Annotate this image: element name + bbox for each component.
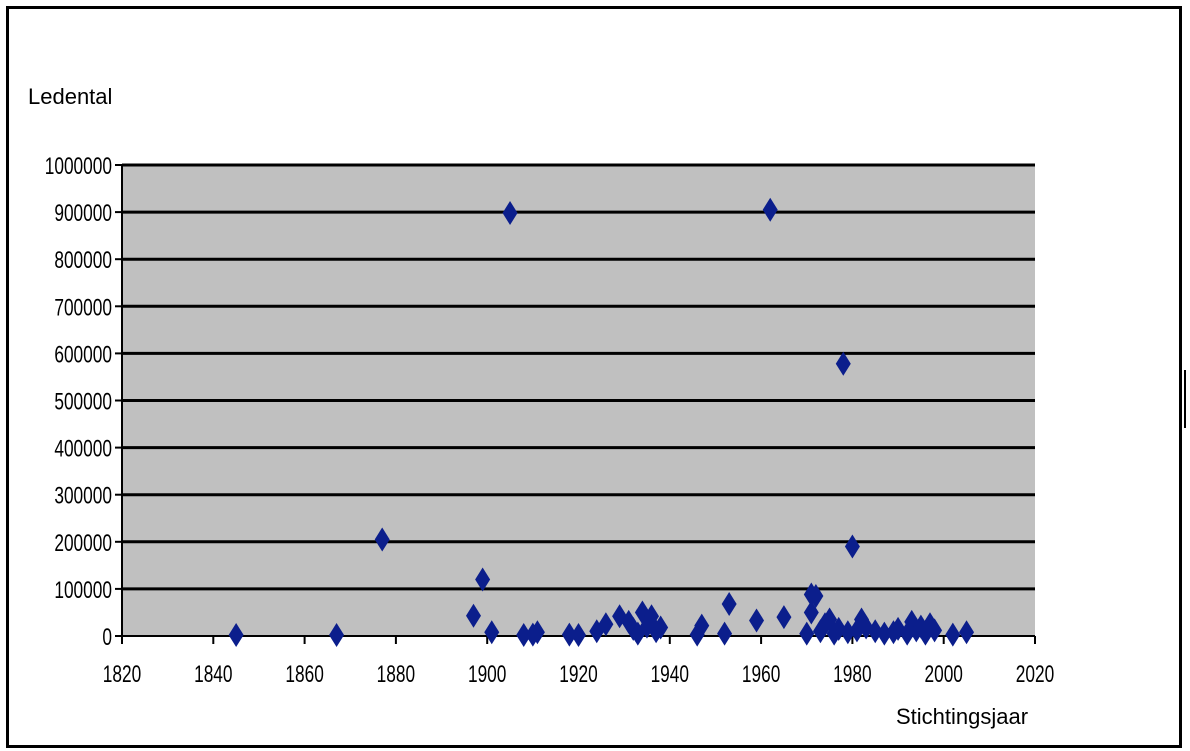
data-point	[529, 620, 545, 645]
y-tick-label: 400000	[54, 436, 112, 462]
data-point	[840, 620, 856, 645]
y-tick-label: 700000	[54, 295, 112, 321]
data-point	[749, 608, 765, 633]
x-tick-label: 1960	[742, 661, 780, 687]
y-tick-label: 500000	[54, 389, 112, 415]
data-point	[502, 201, 518, 226]
x-tick-label: 1940	[651, 661, 689, 687]
data-point	[762, 197, 778, 222]
data-point	[466, 603, 482, 628]
x-tick-label: 1900	[468, 661, 506, 687]
data-point	[835, 351, 851, 376]
data-point	[653, 615, 669, 640]
x-axis-title: Stichtingsjaar	[896, 704, 1029, 729]
y-tick-label: 100000	[54, 577, 112, 603]
data-point	[516, 623, 532, 648]
data-point	[561, 622, 577, 647]
y-tick-label: 900000	[54, 200, 112, 226]
data-point	[945, 622, 961, 647]
x-tick-label: 2020	[1016, 661, 1054, 687]
y-tick-label: 300000	[54, 483, 112, 509]
grid-lines	[122, 163, 1035, 591]
data-point	[799, 621, 815, 646]
x-tick-label: 1820	[103, 661, 141, 687]
x-tick-label: 1980	[833, 661, 871, 687]
side-marker	[1184, 370, 1186, 428]
data-point	[717, 621, 733, 646]
y-tick-label: 800000	[54, 248, 112, 274]
data-point	[475, 567, 491, 592]
data-point	[776, 605, 792, 630]
x-tick-label: 1840	[194, 661, 232, 687]
x-tick-label: 1860	[285, 661, 323, 687]
data-point	[484, 620, 500, 645]
y-axis-title: Ledental	[28, 84, 113, 109]
data-points	[228, 197, 975, 648]
data-point	[808, 583, 824, 608]
data-point	[927, 618, 943, 643]
data-point	[571, 623, 586, 648]
y-tick-label: 1000000	[45, 153, 112, 179]
data-point	[374, 527, 390, 552]
x-tick-label: 1920	[559, 661, 597, 687]
data-point	[329, 623, 345, 648]
data-point	[721, 591, 737, 616]
x-tick-label: 1880	[377, 661, 415, 687]
y-tick-label: 600000	[54, 342, 112, 368]
data-point	[228, 623, 244, 648]
data-point	[694, 613, 710, 638]
data-point	[867, 619, 883, 644]
data-point	[844, 534, 860, 559]
y-tick-label: 200000	[54, 530, 112, 556]
data-point	[598, 612, 614, 637]
data-point	[959, 620, 975, 645]
y-tick-label: 0	[102, 624, 112, 650]
y-axis: 0 100000 200000 300000 400000 500000 600000 700…	[45, 153, 123, 651]
data-point	[876, 621, 892, 646]
x-tick-label: 2000	[924, 661, 962, 687]
